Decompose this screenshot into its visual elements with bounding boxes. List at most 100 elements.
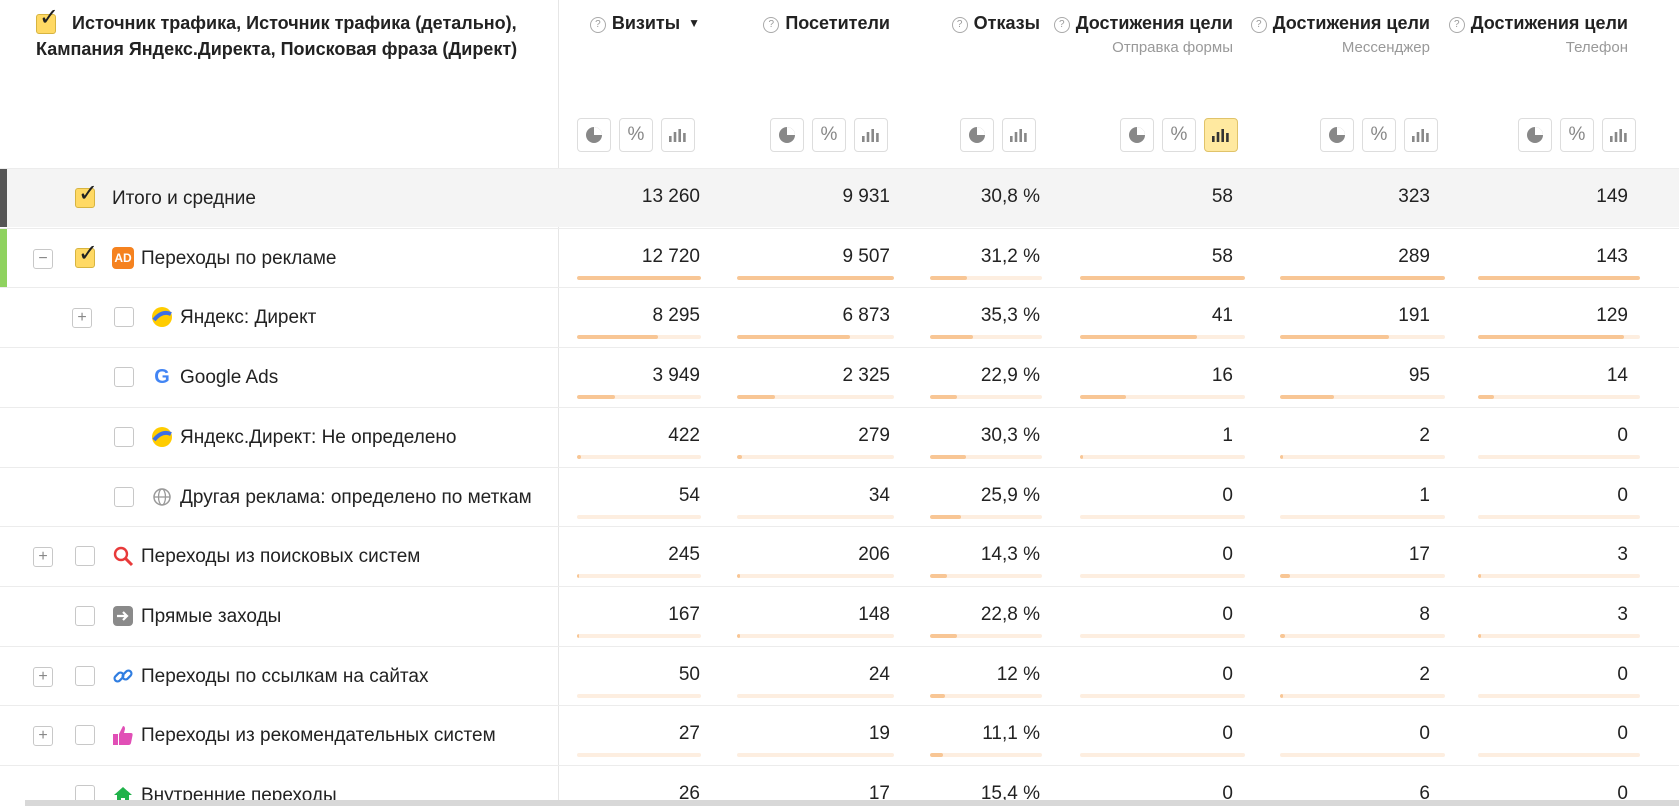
column-title[interactable]: ? Визиты ▼ — [540, 10, 700, 36]
column-header-6[interactable]: ? Достижения цели Телефон — [1438, 10, 1628, 58]
row-checkbox[interactable] — [75, 239, 98, 268]
row-label[interactable]: Яндекс: Директ — [180, 307, 317, 329]
pie-chart-button[interactable] — [577, 118, 611, 152]
share-bar — [1478, 693, 1640, 698]
column-title[interactable]: ? Достижения цели — [1240, 10, 1430, 36]
pie-chart-button[interactable] — [1320, 118, 1354, 152]
row-checkbox[interactable] — [75, 605, 95, 626]
table-row[interactable]: Прямые заходы 167 148 22,8 % 0 8 3 — [0, 585, 1679, 645]
view-buttons: % — [1518, 118, 1636, 152]
row-label[interactable]: Яндекс.Директ: Не определено — [180, 426, 457, 448]
table-row[interactable]: + Переходы из поисковых систем 245 206 14,3 … — [0, 526, 1679, 585]
select-all-checkbox[interactable] — [36, 5, 59, 34]
column-header-2[interactable]: ? Посетители — [730, 10, 890, 36]
row-label: Итого и средние — [112, 188, 256, 209]
pie-chart-button[interactable] — [1518, 118, 1552, 152]
percent-button[interactable]: % — [619, 118, 653, 152]
table-row[interactable]: Яндекс.Директ: Не определено 422 279 30,3 %… — [0, 406, 1679, 466]
column-header-5[interactable]: ? Достижения цели Мессенджер — [1240, 10, 1430, 58]
table-row[interactable]: + Яндекс: Директ 8 295 6 873 35,3 % 41 191 129 — [0, 287, 1679, 346]
metric-value: 0 — [1222, 484, 1233, 506]
bar-chart-button[interactable] — [854, 118, 888, 152]
pie-chart-button[interactable] — [1120, 118, 1154, 152]
help-icon[interactable]: ? — [1250, 17, 1267, 33]
share-bar — [1080, 454, 1245, 459]
row-label[interactable]: Другая реклама: определено по меткам — [180, 486, 532, 508]
share-bar-fill — [1280, 693, 1284, 698]
row-checkbox[interactable] — [114, 426, 134, 447]
share-bar — [1280, 454, 1445, 459]
row-label[interactable]: Google Ads — [180, 367, 279, 389]
metric-value: 9 507 — [842, 245, 890, 267]
share-bar-fill — [1478, 275, 1640, 280]
share-bar — [1478, 454, 1640, 459]
share-bar-fill — [930, 753, 944, 758]
row-label[interactable]: Переходы из рекомендательных систем — [141, 725, 496, 747]
bar-chart-button[interactable] — [661, 118, 695, 152]
row-label[interactable]: Переходы по рекламе — [141, 247, 337, 269]
row-checkbox[interactable] — [75, 179, 98, 208]
share-bar-fill — [1080, 395, 1127, 400]
metric-value: 8 — [1419, 603, 1430, 625]
share-bar — [1080, 275, 1245, 280]
total-row[interactable]: Итого и средние 13 260 9 931 30,8 % 58 323 149 — [0, 168, 1679, 227]
metric-value: 22,9 % — [980, 365, 1040, 387]
bar-chart-button[interactable] — [1404, 118, 1438, 152]
share-bar-fill — [1478, 335, 1624, 340]
help-icon[interactable]: ? — [589, 17, 606, 33]
view-buttons: % — [770, 118, 888, 152]
percent-button[interactable]: % — [1560, 118, 1594, 152]
help-icon[interactable]: ? — [951, 17, 968, 33]
row-label[interactable]: Переходы из поисковых систем — [141, 546, 421, 568]
row-checkbox[interactable] — [114, 486, 134, 507]
percent-button[interactable]: % — [1162, 118, 1196, 152]
help-icon[interactable]: ? — [1448, 17, 1465, 33]
row-checkbox[interactable] — [114, 367, 134, 388]
expand-button[interactable]: + — [33, 726, 53, 747]
table-row[interactable]: − AD Переходы по рекламе 12 720 9 507 31,2 % 5… — [0, 227, 1679, 287]
dimension-header-title: Источник трафика, Источник трафика (дета… — [36, 13, 518, 59]
share-bar-fill — [1080, 335, 1198, 340]
collapse-button[interactable]: − — [33, 248, 53, 269]
percent-button[interactable]: % — [1362, 118, 1396, 152]
row-checkbox[interactable] — [75, 546, 95, 567]
row-label[interactable]: Переходы по ссылкам на сайтах — [141, 665, 429, 687]
metric-value: 58 — [1211, 186, 1233, 207]
row-checkbox[interactable] — [75, 725, 95, 746]
table-row[interactable]: G Google Ads 3 949 2 325 22,9 % 16 95 14 — [0, 347, 1679, 406]
column-header-1[interactable]: ? Визиты ▼ — [540, 10, 700, 36]
expand-button[interactable]: + — [33, 547, 53, 568]
share-bar — [737, 574, 894, 579]
expand-button[interactable]: + — [72, 308, 92, 329]
pie-chart-button[interactable] — [770, 118, 804, 152]
row-label[interactable]: Прямые заходы — [141, 605, 282, 627]
bar-chart-button[interactable] — [1002, 118, 1036, 152]
column-title[interactable]: ? Достижения цели — [1043, 10, 1233, 36]
column-header-4[interactable]: ? Достижения цели Отправка формы — [1043, 10, 1233, 58]
column-title-text: Достижения цели — [1470, 13, 1628, 33]
pie-chart-button[interactable] — [960, 118, 994, 152]
row-checkbox[interactable] — [75, 665, 95, 686]
expand-button[interactable]: + — [33, 666, 53, 687]
row-checkbox[interactable] — [114, 307, 134, 328]
share-bar — [930, 395, 1042, 400]
column-title[interactable]: ? Достижения цели — [1438, 10, 1628, 36]
column-title[interactable]: ? Посетители — [730, 10, 890, 36]
horizontal-scrollbar[interactable] — [25, 800, 1679, 806]
percent-button[interactable]: % — [812, 118, 846, 152]
help-icon[interactable]: ? — [1053, 17, 1070, 33]
metric-value: 24 — [868, 663, 890, 685]
bar-chart-button[interactable] — [1602, 118, 1636, 152]
column-header-3[interactable]: ? Отказы — [905, 10, 1040, 36]
thumbs-up-icon — [112, 724, 134, 746]
help-icon[interactable]: ? — [763, 17, 780, 33]
bar-chart-button[interactable] — [1204, 118, 1238, 152]
table-row[interactable]: Другая реклама: определено по меткам 54 34… — [0, 466, 1679, 526]
view-buttons: % — [1320, 118, 1438, 152]
column-title[interactable]: ? Отказы — [905, 10, 1040, 36]
sort-desc-icon[interactable]: ▼ — [688, 16, 700, 30]
dimension-header: Источник трафика, Источник трафика (дета… — [36, 5, 546, 62]
metric-value: 129 — [1596, 305, 1628, 327]
table-row[interactable]: + Переходы из рекомендательных систем 27 19… — [0, 705, 1679, 764]
table-row[interactable]: + Переходы по ссылкам на сайтах 50 24 12 % 0 2… — [0, 645, 1679, 705]
